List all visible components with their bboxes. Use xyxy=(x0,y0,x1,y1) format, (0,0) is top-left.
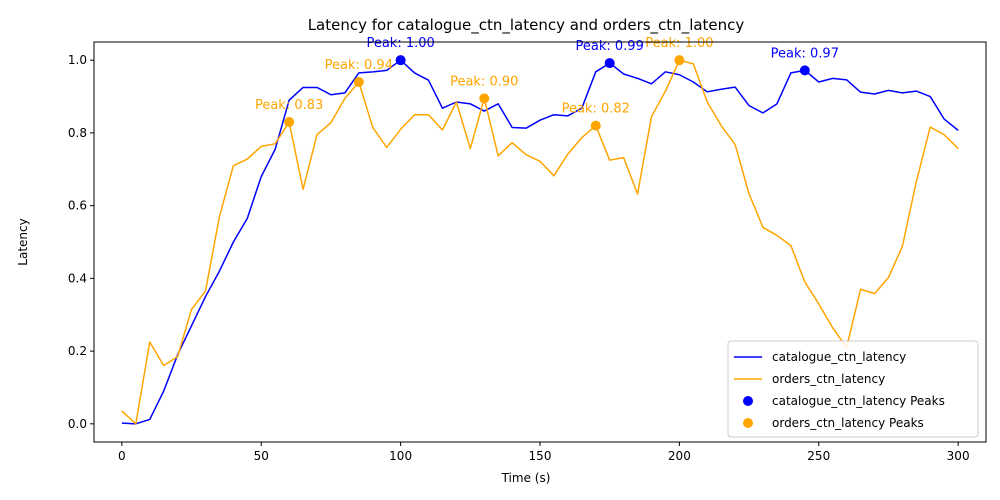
peak-marker-orders_ctn_latency-4 xyxy=(353,77,364,87)
x-tick-label: 150 xyxy=(529,449,552,463)
legend-entry-label: orders_ctn_latency xyxy=(772,372,885,386)
series-line-orders_ctn_latency xyxy=(121,59,959,425)
y-tick-label: 1.0 xyxy=(68,53,87,67)
legend: catalogue_ctn_latency orders_ctn_latencyc… xyxy=(727,340,979,438)
x-tick-label: 250 xyxy=(807,449,830,463)
chart-title: Latency for catalogue_ctn_latency and or… xyxy=(308,16,745,35)
legend-entry-label: catalogue_ctn_latency xyxy=(772,350,906,364)
peak-marker-catalogue_ctn_latency-0 xyxy=(395,55,406,66)
x-axis: 0 50 100 150 200 250 300 xyxy=(118,442,970,463)
peak-label-catalogue_ctn_latency-0: Peak: 1.00 xyxy=(366,36,434,51)
peak-label-orders_ctn_latency-7: Peak: 1.00 xyxy=(645,36,713,51)
y-tick-label: 0.8 xyxy=(68,126,87,140)
y-axis-label: Latency xyxy=(16,218,30,265)
series-line-catalogue_ctn_latency xyxy=(121,59,959,425)
peak-marker-catalogue_ctn_latency-2 xyxy=(799,65,810,76)
peak-label-orders_ctn_latency-4: Peak: 0.94 xyxy=(325,58,393,73)
x-tick-label: 0 xyxy=(118,449,126,463)
peak-marker-orders_ctn_latency-5 xyxy=(479,93,490,104)
peak-marker-orders_ctn_latency-3 xyxy=(284,117,295,127)
x-tick-label: 100 xyxy=(389,449,412,463)
peak-label-orders_ctn_latency-5: Peak: 0.90 xyxy=(450,74,518,89)
peak-label-orders_ctn_latency-3: Peak: 0.83 xyxy=(255,98,323,113)
peak-marker-orders_ctn_latency-7 xyxy=(674,55,685,66)
y-tick-label: 0.2 xyxy=(68,344,87,358)
x-tick-label: 200 xyxy=(668,449,691,463)
x-tick-label: 300 xyxy=(947,449,970,463)
peak-label-catalogue_ctn_latency-1: Peak: 0.99 xyxy=(576,39,644,54)
peak-label-orders_ctn_latency-6: Peak: 0.82 xyxy=(562,102,630,117)
y-tick-label: 0.6 xyxy=(68,199,87,213)
x-tick-label: 50 xyxy=(254,449,269,463)
legend-box xyxy=(727,340,979,438)
peak-label-catalogue_ctn_latency-2: Peak: 0.97 xyxy=(771,46,839,61)
legend-swatch-marker xyxy=(743,418,753,428)
y-tick-label: 0.0 xyxy=(68,417,87,431)
y-tick-label: 0.4 xyxy=(68,271,87,285)
legend-swatch-marker xyxy=(743,396,753,406)
legend-entry-label: orders_ctn_latency Peaks xyxy=(772,416,924,430)
peak-marker-catalogue_ctn_latency-1 xyxy=(604,58,615,69)
x-axis-label: Time (s) xyxy=(501,471,551,485)
y-axis: 0.0 0.2 0.4 0.6 0.8 1.0 xyxy=(68,53,94,431)
peak-marker-orders_ctn_latency-6 xyxy=(590,120,601,131)
legend-entry-label: catalogue_ctn_latency Peaks xyxy=(772,394,945,408)
